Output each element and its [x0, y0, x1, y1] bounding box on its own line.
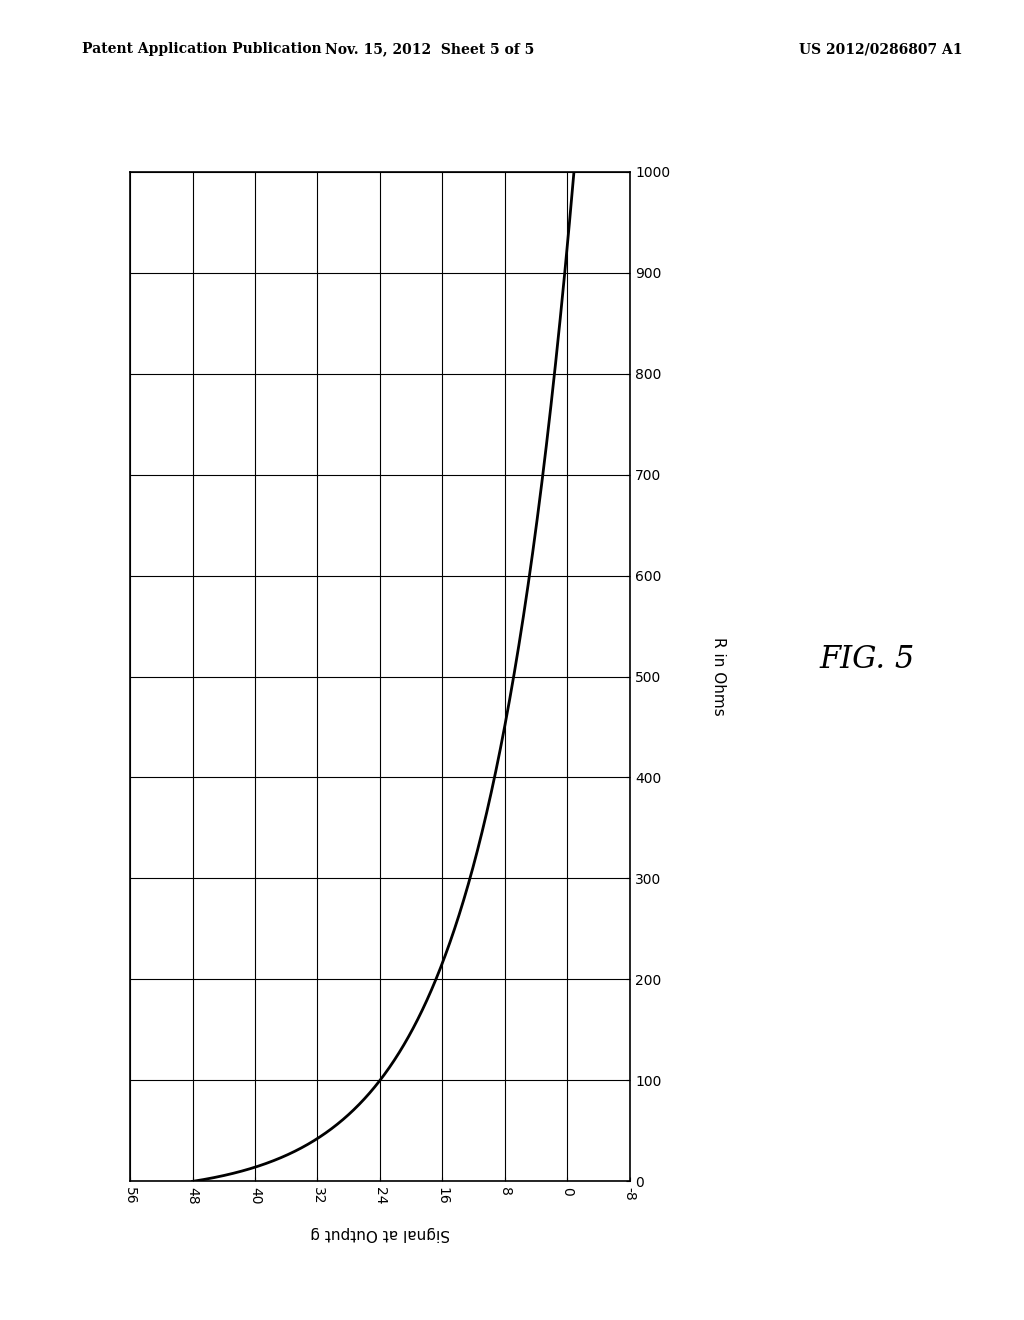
Text: Patent Application Publication: Patent Application Publication	[82, 42, 322, 57]
Text: FIG. 5: FIG. 5	[819, 644, 914, 676]
X-axis label: Signal at Output g: Signal at Output g	[310, 1225, 450, 1241]
Y-axis label: R in Ohms: R in Ohms	[711, 638, 726, 715]
Text: US 2012/0286807 A1: US 2012/0286807 A1	[799, 42, 963, 57]
Text: Nov. 15, 2012  Sheet 5 of 5: Nov. 15, 2012 Sheet 5 of 5	[326, 42, 535, 57]
